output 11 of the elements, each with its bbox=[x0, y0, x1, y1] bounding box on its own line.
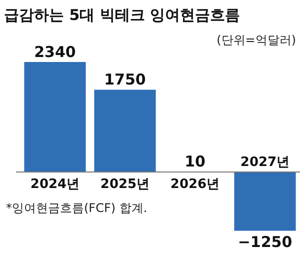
x-tick-label: 2027년 bbox=[240, 155, 290, 170]
data-label: 1750 bbox=[104, 70, 146, 89]
annotation: *잉여현금흐름(FCF) 합계. bbox=[6, 201, 148, 215]
chart-subtitle: (단위=억달러) bbox=[216, 33, 296, 47]
data-label: −1250 bbox=[238, 232, 292, 251]
data-label: 2340 bbox=[34, 43, 76, 61]
x-tick-label: 2024년 bbox=[30, 177, 80, 192]
x-tick-label: 2025년 bbox=[100, 177, 150, 192]
data-label: 10 bbox=[184, 152, 206, 171]
x-tick-label: 2026년 bbox=[170, 177, 220, 192]
chart-title: 급감하는 5대 빅테크 잉여현금흐름 bbox=[4, 6, 240, 24]
